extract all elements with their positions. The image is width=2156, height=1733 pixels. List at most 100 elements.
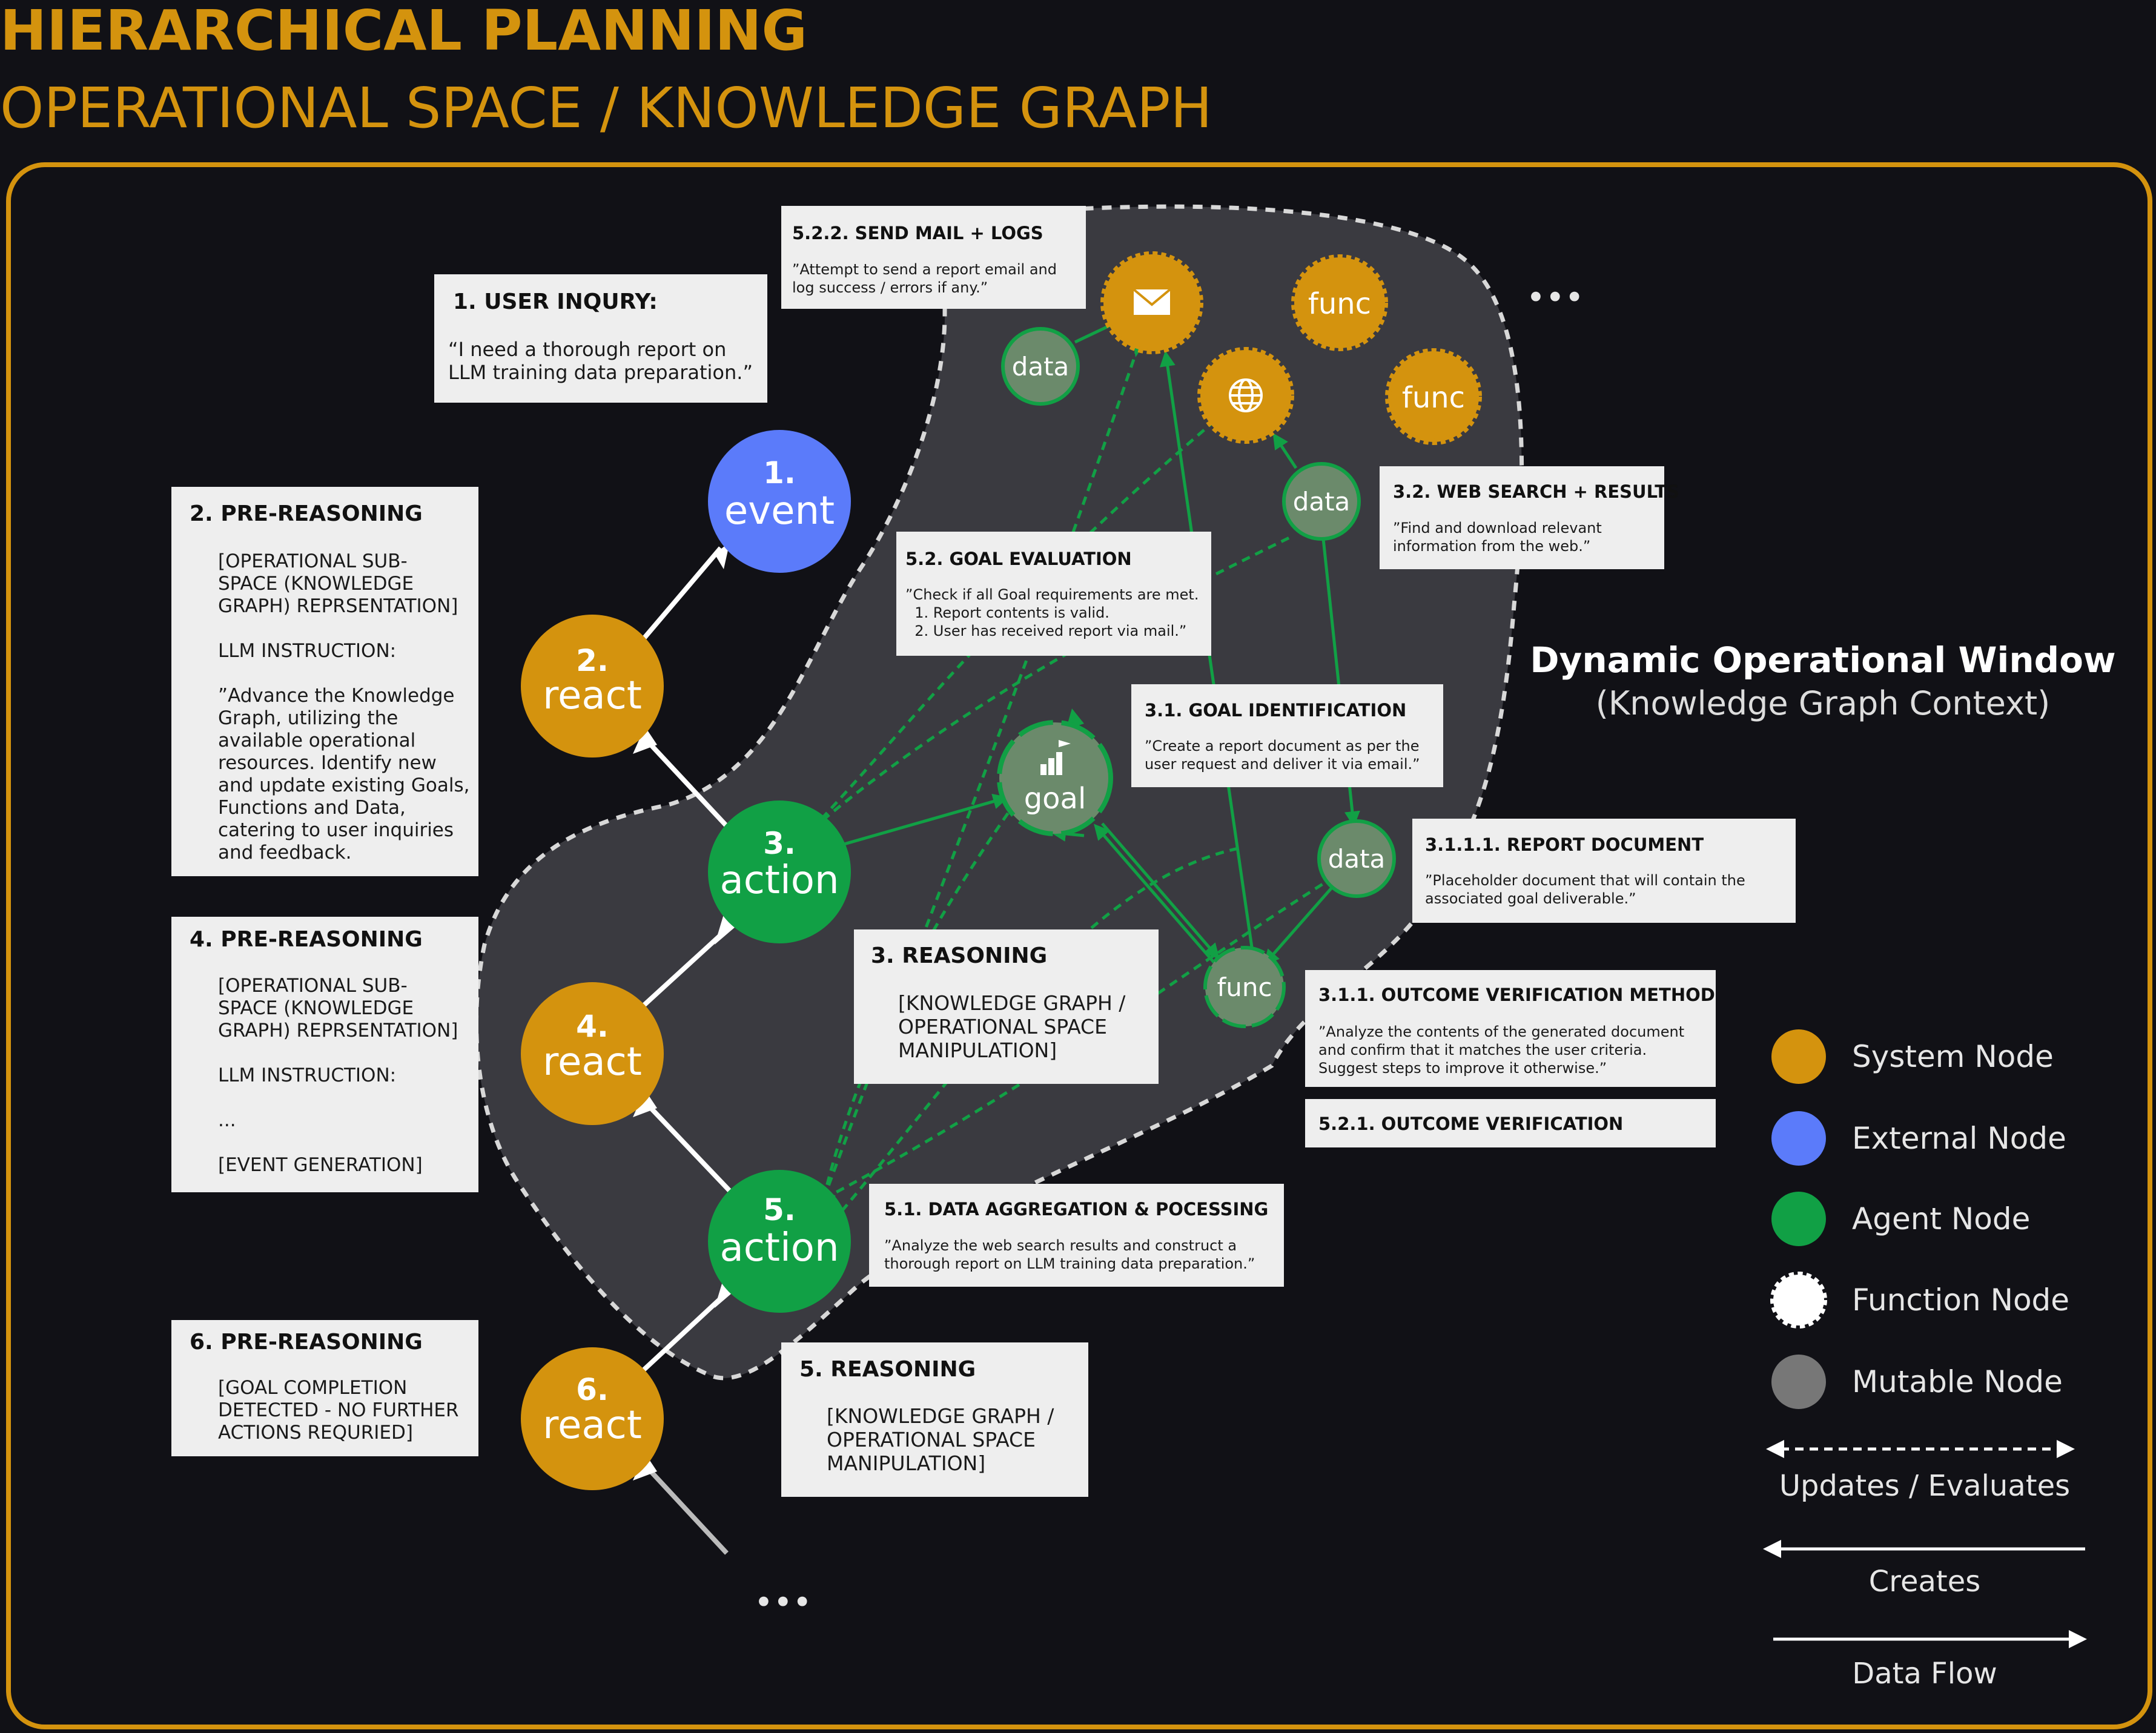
action3-node-label: action <box>720 858 839 903</box>
card-report-doc-title: 3.1.1.1. REPORT DOCUMENT <box>1425 834 1704 855</box>
card-pre4-line: SPACE (KNOWLEDGE <box>218 997 414 1019</box>
legend-mutable-swatch <box>1771 1355 1826 1409</box>
legend-system-label: System Node <box>1852 1039 2054 1074</box>
ellipsis-top: ••• <box>1526 279 1584 317</box>
card-report-doc-bg <box>1412 819 1796 923</box>
card-pre4-line: [EVENT GENERATION] <box>218 1154 423 1176</box>
card-pre4-line: [OPERATIONAL SUB- <box>218 975 408 997</box>
card-user-inquiry-bg <box>434 274 767 403</box>
react4-node-num: 4. <box>576 1009 609 1044</box>
card-reasoning5-line: OPERATIONAL SPACE <box>827 1428 1036 1451</box>
card-outcome-verif-bg <box>1305 1099 1716 1147</box>
card-goal-evaluation: 5.2. GOAL EVALUATION ”Check if all Goal … <box>896 532 1211 656</box>
goal-node-label: goal <box>1024 782 1086 816</box>
card-goal-id-line: ”Create a report document as per the <box>1145 738 1420 754</box>
legend-external-label: External Node <box>1852 1121 2066 1156</box>
node-func-b[interactable]: func <box>1385 348 1482 445</box>
card-send-mail-title: 5.2.2. SEND MAIL + LOGS <box>792 223 1043 243</box>
node-func-verify[interactable]: func <box>1203 946 1286 1028</box>
connector-react2-action3 <box>646 740 735 834</box>
card-pre2-line: and feedback. <box>218 842 351 863</box>
func-b-label: func <box>1402 381 1465 415</box>
card-data-agg-line: ”Analyze the web search results and cons… <box>884 1237 1237 1254</box>
card-pre6-line: ACTIONS REQURIED] <box>218 1422 413 1444</box>
node-func-a[interactable]: func <box>1291 254 1388 351</box>
card-pre4-line: ... <box>218 1109 236 1131</box>
goal-icon-flag <box>1059 740 1071 747</box>
legend-item-function: Function Node <box>1770 1272 2069 1329</box>
legend-item-mutable: Mutable Node <box>1771 1355 2063 1409</box>
legend-mutable-label: Mutable Node <box>1852 1364 2063 1399</box>
edge-action3-globe <box>810 423 1212 831</box>
card-goal-id-bg <box>1131 684 1443 787</box>
card-report-doc-line: ”Placeholder document that will contain … <box>1425 872 1745 889</box>
func-verify-circle <box>1203 946 1286 1028</box>
card-pre6-bg <box>171 1320 478 1456</box>
connector-event-react2 <box>640 546 723 642</box>
card-outcome-verif-title: 5.2.1. OUTCOME VERIFICATION <box>1318 1114 1623 1134</box>
card-pre4-bg <box>171 917 478 1192</box>
goal-chart-icon <box>1040 740 1071 775</box>
node-react-2[interactable]: 2. react <box>521 615 664 758</box>
legend-agent-swatch <box>1771 1192 1826 1246</box>
card-web-search-line: ”Find and download relevant <box>1393 520 1602 536</box>
node-action-3[interactable]: 3. action <box>708 800 851 943</box>
card-goal-identification: 3.1. GOAL IDENTIFICATION ”Create a repor… <box>1131 684 1443 787</box>
card-pre2-line: catering to user inquiries <box>218 819 454 841</box>
node-mail-function[interactable] <box>1100 251 1203 354</box>
func-b-circle <box>1385 348 1482 445</box>
react6-node-num: 6. <box>576 1372 609 1407</box>
react4-node-circle <box>521 982 664 1125</box>
card-reasoning-3: 3. REASONING [KNOWLEDGE GRAPH / OPERATIO… <box>854 929 1159 1084</box>
legend-function-swatch <box>1770 1272 1827 1329</box>
edge-funcverify-goal <box>1094 824 1215 964</box>
card-user-inquiry-line: LLM training data preparation.” <box>448 361 753 384</box>
node-react-4[interactable]: 4. react <box>521 982 664 1125</box>
card-user-inquiry: 1. USER INQURY: “I need a thorough repor… <box>434 274 767 403</box>
card-web-search: 3.2. WEB SEARCH + RESULTS ”Find and down… <box>1380 466 1679 569</box>
card-reasoning3-bg <box>854 929 1159 1084</box>
card-pre-reasoning-6: 6. PRE-REASONING [GOAL COMPLETION DETECT… <box>171 1320 478 1456</box>
connector-action5-react6 <box>640 1291 729 1373</box>
action5-node-label: action <box>720 1226 839 1270</box>
connector-react6-next <box>646 1467 729 1555</box>
card-reasoning5-line: MANIPULATION] <box>827 1451 985 1475</box>
node-event-1[interactable]: 1. event <box>708 430 851 573</box>
node-react-6[interactable]: 6. react <box>521 1347 664 1490</box>
edge-action3-dataweb <box>810 534 1294 831</box>
legend-item-agent: Agent Node <box>1771 1192 2030 1246</box>
card-pre2-line: available operational <box>218 730 415 751</box>
legend-updates-label: Updates / Evaluates <box>1779 1469 2070 1503</box>
card-outcome-method-line: Suggest steps to improve it otherwise.” <box>1318 1060 1607 1077</box>
card-reasoning3-line: OPERATIONAL SPACE <box>898 1015 1107 1038</box>
card-outcome-method-bg <box>1305 970 1716 1087</box>
card-web-search-title: 3.2. WEB SEARCH + RESULTS <box>1393 481 1679 502</box>
legend-external-swatch <box>1771 1111 1826 1166</box>
action5-node-num: 5. <box>763 1192 796 1227</box>
data-report-label: data <box>1328 844 1386 874</box>
legend: System Node External Node Agent Node Fun… <box>1763 1029 2087 1691</box>
data-web-circle <box>1282 462 1361 541</box>
legend-item-dataflow: Data Flow <box>1773 1630 2087 1691</box>
arrowhead-d <box>633 1090 657 1117</box>
node-data-web[interactable]: data <box>1282 462 1361 541</box>
card-pre4-title: 4. PRE-REASONING <box>190 927 423 952</box>
card-outcome-method: 3.1.1. OUTCOME VERIFICATION METHOD ”Anal… <box>1305 970 1716 1087</box>
node-action-5[interactable]: 5. action <box>708 1170 851 1313</box>
globe-icon <box>1229 378 1263 412</box>
node-data-report[interactable]: data <box>1317 819 1396 898</box>
card-outcome-method-line: and confirm that it matches the user cri… <box>1318 1041 1647 1058</box>
legend-item-creates: Creates <box>1763 1540 2085 1599</box>
node-data-top[interactable]: data <box>1001 327 1080 406</box>
action3-node-num: 3. <box>763 826 796 861</box>
node-globe-function[interactable] <box>1197 347 1294 444</box>
data-top-circle <box>1001 327 1080 406</box>
legend-item-updates: Updates / Evaluates <box>1766 1440 2075 1503</box>
node-goal[interactable]: goal <box>997 720 1113 836</box>
card-pre2-line: SPACE (KNOWLEDGE <box>218 573 414 595</box>
card-user-inquiry-title: 1. USER INQURY: <box>453 289 658 314</box>
ellipsis-bottom: ••• <box>754 1583 812 1622</box>
func-a-circle <box>1291 254 1388 351</box>
card-send-mail-line: ”Attempt to send a report email and <box>792 261 1057 278</box>
